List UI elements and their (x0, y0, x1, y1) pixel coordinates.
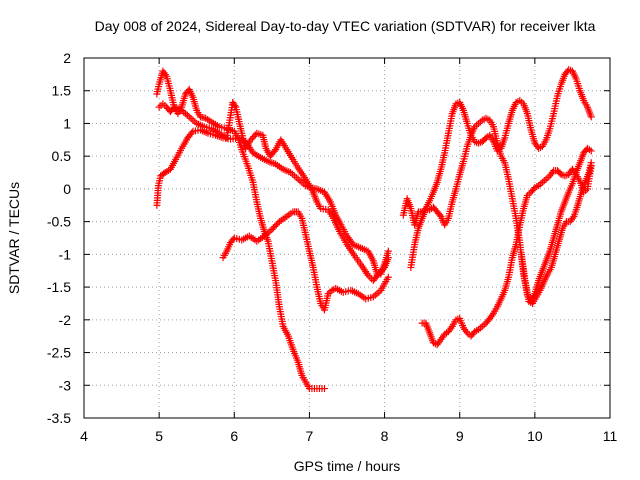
data-point (250, 133, 258, 141)
x-tick-label: 4 (80, 428, 88, 444)
data-point (376, 268, 384, 276)
data-point (231, 102, 239, 110)
y-axis-label: SDTVAR / TECUs (6, 182, 22, 294)
data-point (587, 159, 595, 167)
data-point (436, 211, 444, 219)
grid-lines (84, 58, 610, 418)
y-tick-label: 2 (63, 50, 71, 66)
y-tick-label: 0.5 (52, 148, 72, 164)
x-tick-label: 8 (381, 428, 389, 444)
data-point (247, 136, 255, 144)
series-track-h (517, 159, 595, 307)
x-tick-label: 9 (456, 428, 464, 444)
data-point (272, 221, 280, 229)
y-tick-label: -3 (59, 377, 72, 393)
y-tick-label: -2.5 (47, 345, 71, 361)
data-point (378, 267, 386, 275)
data-point (188, 129, 196, 137)
data-point (384, 247, 392, 255)
y-tick-label: 1.5 (52, 83, 72, 99)
x-axis-label: GPS time / hours (294, 458, 401, 474)
axis-ticks: 4 5 6 7 8 9 10 11 -3.5 -3 -2.5 -2 -1.5 -1 -0.5 0 0.5 1 1.5… (47, 50, 618, 444)
series-track-e (399, 66, 595, 229)
data-point (587, 113, 595, 121)
data-point (229, 236, 237, 244)
data-point (320, 385, 328, 393)
series-track-c (155, 99, 392, 285)
x-tick-label: 11 (603, 428, 618, 444)
x-tick-label: 5 (155, 428, 163, 444)
data-point (379, 265, 387, 273)
y-tick-label: -3.5 (47, 410, 71, 426)
data-point (375, 270, 383, 278)
data-point (587, 147, 595, 155)
y-tick-label: -0.5 (47, 214, 71, 230)
data-points (153, 66, 595, 393)
x-tick-label: 10 (527, 428, 543, 444)
x-tick-label: 7 (306, 428, 314, 444)
data-point (384, 254, 392, 262)
plot-frame (83, 57, 611, 419)
chart-title: Day 008 of 2024, Sidereal Day-to-day VTE… (95, 18, 596, 34)
series-track-f (407, 114, 595, 305)
x-tick-label: 6 (230, 428, 238, 444)
data-point (384, 273, 392, 281)
y-tick-label: -2 (59, 312, 72, 328)
y-tick-label: 1 (63, 115, 71, 131)
data-point (269, 224, 277, 232)
data-point (270, 147, 278, 155)
data-point (268, 225, 276, 233)
y-tick-label: -1 (59, 246, 72, 262)
series-track-d (219, 208, 392, 314)
data-point (271, 222, 279, 230)
y-tick-label: 0 (63, 181, 71, 197)
data-point (248, 134, 256, 142)
y-tick-label: -1.5 (47, 279, 71, 295)
